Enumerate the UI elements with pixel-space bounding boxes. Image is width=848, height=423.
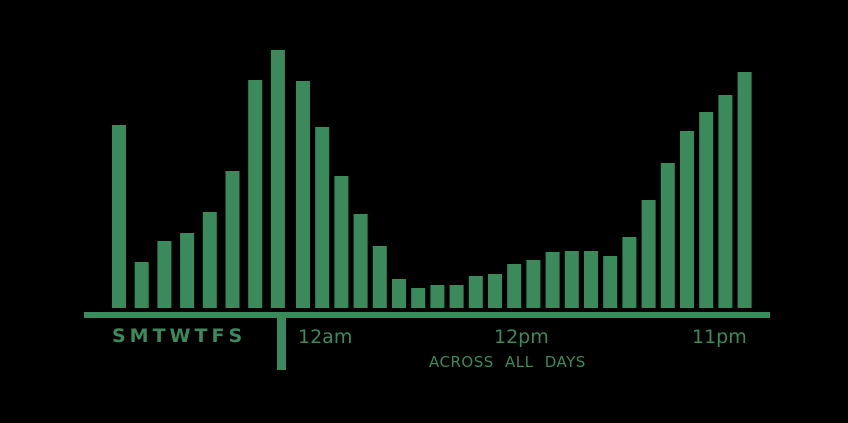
hour-bar-16	[603, 256, 618, 308]
hour-bar-2	[334, 176, 349, 308]
hour-bar-13	[545, 252, 560, 308]
hour-bar-8	[449, 285, 464, 308]
hour-bar-20	[680, 131, 694, 308]
weekday-bar-5	[225, 171, 240, 308]
weekday-bar-6	[248, 80, 263, 308]
hour-bar-18	[641, 200, 656, 308]
x-tick-label-11pm: 11pm	[692, 326, 747, 348]
weekday-bar-7	[270, 50, 285, 308]
weekday-bar-0	[112, 125, 126, 308]
hour-bar-21	[699, 112, 714, 308]
hour-bar-15	[584, 251, 598, 308]
hour-bar-1	[315, 127, 330, 308]
x-tick-label-12am: 12am	[298, 326, 353, 348]
hour-bar-3	[353, 214, 368, 308]
weekday-bar-4	[202, 212, 217, 308]
hour-bar-6	[411, 288, 426, 308]
hour-bar-17	[622, 237, 637, 308]
hour-bar-10	[488, 274, 502, 308]
hour-bar-12	[526, 260, 541, 308]
chart-subtitle: ACROSS ALL DAYS	[429, 353, 586, 371]
hour-bar-11	[507, 264, 522, 308]
section-divider	[277, 318, 286, 370]
hour-bar-23	[737, 72, 752, 308]
hour-bar-19	[660, 163, 675, 308]
weekday-axis-label: SMTWTFS	[112, 325, 247, 347]
hour-bar-4	[372, 246, 387, 308]
weekday-bar-3	[180, 233, 195, 308]
hour-bar-22	[718, 95, 733, 308]
hour-bar-9	[468, 276, 483, 308]
weekday-bar-2	[157, 241, 172, 308]
hour-bar-0	[296, 81, 310, 308]
hour-bar-14	[564, 251, 579, 308]
weekday-bar-1	[134, 262, 149, 308]
hour-bar-5	[392, 279, 406, 308]
hour-bar-7	[430, 285, 445, 308]
x-tick-label-12pm: 12pm	[494, 326, 549, 348]
x-axis-baseline	[84, 312, 770, 318]
